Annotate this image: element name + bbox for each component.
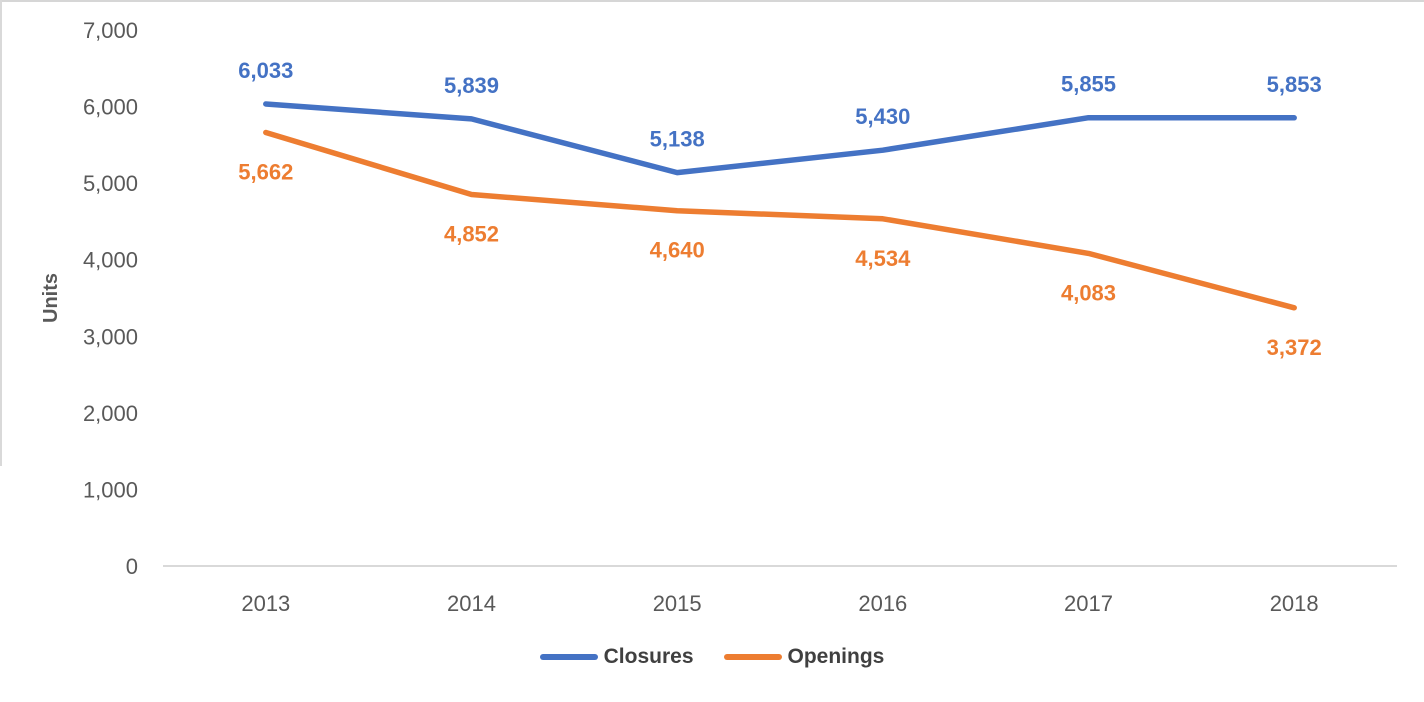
legend-item-closures: Closures bbox=[539, 645, 694, 668]
data-label-openings: 5,662 bbox=[238, 159, 293, 184]
series-line-closures bbox=[263, 101, 1297, 176]
chart-legend: Closures Openings bbox=[0, 646, 1424, 667]
y-axis-tick-label: 4,000 bbox=[83, 248, 138, 273]
data-label-openings: 4,083 bbox=[1061, 280, 1116, 305]
legend-label: Openings bbox=[787, 645, 885, 668]
y-axis-tick-label: 2,000 bbox=[83, 401, 138, 426]
data-label-closures: 5,853 bbox=[1267, 72, 1322, 97]
x-axis-tick-label: 2017 bbox=[1064, 591, 1113, 616]
legend-swatch-openings bbox=[723, 653, 782, 660]
y-axis-tick-label: 7,000 bbox=[83, 18, 138, 43]
data-label-openings: 4,852 bbox=[444, 221, 499, 246]
data-label-closures: 6,033 bbox=[238, 58, 293, 83]
data-label-closures: 5,855 bbox=[1061, 72, 1116, 97]
y-axis-tick-label: 0 bbox=[126, 554, 138, 579]
legend-label: Closures bbox=[603, 645, 694, 668]
x-axis-tick-label: 2018 bbox=[1270, 591, 1319, 616]
y-axis-tick-label: 6,000 bbox=[83, 95, 138, 120]
legend-item-openings: Openings bbox=[723, 645, 885, 668]
data-label-closures: 5,430 bbox=[855, 104, 910, 129]
series-line-openings bbox=[263, 129, 1297, 311]
y-axis-tick-label: 5,000 bbox=[83, 171, 138, 196]
legend-swatch-closures bbox=[539, 653, 598, 660]
x-axis-tick-label: 2016 bbox=[858, 591, 907, 616]
data-label-closures: 5,839 bbox=[444, 73, 499, 98]
data-label-closures: 5,138 bbox=[650, 127, 705, 152]
y-axis-tick-label: 3,000 bbox=[83, 324, 138, 349]
y-axis-tick-label: 1,000 bbox=[83, 477, 138, 502]
data-label-openings: 4,534 bbox=[855, 246, 911, 271]
x-axis-tick-label: 2013 bbox=[241, 591, 290, 616]
data-label-openings: 4,640 bbox=[650, 238, 705, 263]
x-axis-tick-label: 2015 bbox=[653, 591, 702, 616]
data-label-openings: 3,372 bbox=[1267, 335, 1322, 360]
frame-top-border bbox=[0, 0, 1424, 2]
y-axis-title: Units bbox=[40, 273, 62, 323]
frame-left-border bbox=[0, 0, 2, 466]
x-axis-tick-label: 2014 bbox=[447, 591, 496, 616]
